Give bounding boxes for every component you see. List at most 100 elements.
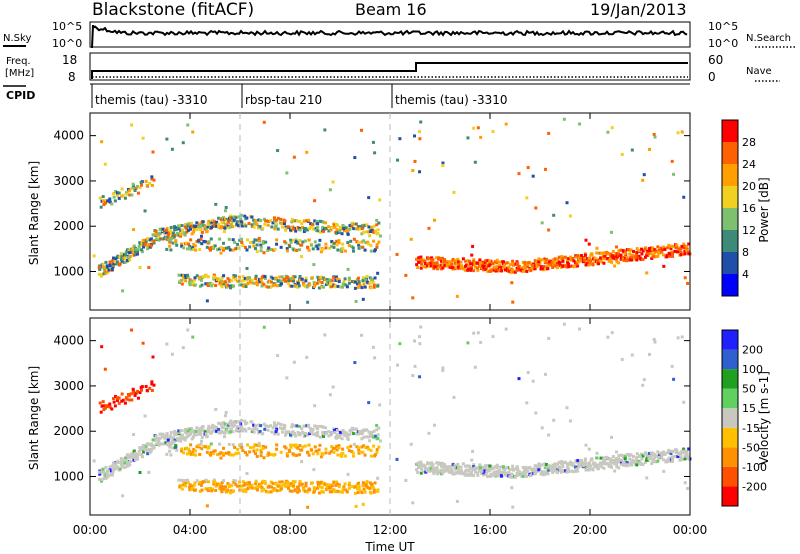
velocity-cell <box>369 491 373 495</box>
velocity-cell <box>207 445 211 449</box>
power-cell <box>234 274 238 278</box>
power-cell <box>340 285 344 289</box>
power-cell <box>291 238 295 242</box>
velocity-cell <box>346 433 350 437</box>
velocity-cell <box>107 473 111 477</box>
velocity-cell <box>101 404 105 408</box>
velocity-cell <box>295 424 299 428</box>
velocity-cell <box>615 462 619 466</box>
velocity-cell <box>175 448 179 452</box>
velocity-cell <box>365 480 369 484</box>
power-cell <box>576 264 580 268</box>
velocity-cell <box>606 335 610 339</box>
power-cell <box>247 222 251 226</box>
power-cell <box>189 221 193 225</box>
velocity-cell <box>576 469 580 473</box>
velocity-cell <box>229 427 233 431</box>
velocity-cell <box>526 371 530 375</box>
power-cell <box>329 244 333 248</box>
power-cell <box>142 245 146 249</box>
velocity-cell <box>347 449 351 453</box>
velocity-cell <box>473 468 477 472</box>
power-cell <box>237 223 241 227</box>
velocity-cell <box>204 478 208 482</box>
velocity-cell <box>112 461 116 465</box>
power-cell <box>437 265 441 269</box>
power-cell <box>191 230 195 234</box>
velocity-cell <box>553 466 557 470</box>
velocity-cell <box>453 466 457 470</box>
power-cell <box>245 216 249 220</box>
power-cell <box>482 266 486 270</box>
power-cell <box>274 283 278 287</box>
velocity-cell <box>169 431 173 435</box>
velocity-cell <box>667 448 671 452</box>
colorbar-swatch <box>722 142 738 164</box>
power-cell <box>188 280 192 284</box>
velocity-cell <box>108 402 112 406</box>
power-cell <box>652 132 656 136</box>
power-cell <box>436 267 440 271</box>
velocity-cell <box>632 454 636 458</box>
power-cell <box>204 282 208 286</box>
power-cell <box>282 277 286 281</box>
velocity-cell <box>288 449 292 453</box>
power-cell <box>219 251 223 255</box>
power-cell <box>650 256 654 260</box>
power-cell <box>97 272 101 276</box>
velocity-cell <box>335 433 339 437</box>
power-cell <box>439 267 443 271</box>
velocity-cell <box>439 472 443 476</box>
power-cell <box>503 268 507 272</box>
power-cell <box>418 170 422 174</box>
velocity-cell <box>472 465 476 469</box>
power-cell <box>404 273 408 277</box>
velocity-cell <box>647 352 651 356</box>
power-cell <box>472 126 476 130</box>
power-cell <box>358 284 362 288</box>
velocity-cell <box>447 468 451 472</box>
velocity-cell <box>332 481 336 485</box>
velocity-cell <box>126 463 130 467</box>
power-cell <box>266 249 270 253</box>
power-cell <box>217 216 221 220</box>
power-cell <box>427 226 431 230</box>
power-cell <box>561 264 565 268</box>
power-cell <box>254 274 258 278</box>
power-cell <box>105 267 109 271</box>
velocity-cell <box>467 472 471 476</box>
velocity-cell <box>575 467 579 471</box>
velocity-cell <box>611 459 615 463</box>
velocity-cell <box>361 502 365 506</box>
power-cell <box>541 267 545 271</box>
power-cell <box>449 265 453 269</box>
velocity-cell <box>545 463 549 467</box>
power-cell <box>243 276 247 280</box>
power-cell <box>493 268 497 272</box>
power-cell <box>532 262 536 266</box>
velocity-cell <box>373 481 377 485</box>
power-cell <box>433 265 437 269</box>
power-cell <box>226 224 230 228</box>
velocity-cell <box>418 375 422 379</box>
velocity-cell <box>625 463 629 467</box>
power-cell <box>360 240 364 244</box>
velocity-cell <box>509 467 513 471</box>
power-cell <box>362 230 366 234</box>
velocity-cell <box>334 483 338 487</box>
velocity-cell <box>197 445 201 449</box>
power-cell <box>117 196 121 200</box>
velocity-cell <box>151 438 155 442</box>
velocity-cell <box>472 474 476 478</box>
velocity-cell <box>472 331 476 335</box>
power-cell <box>270 225 274 229</box>
date-title: 19/Jan/2013 <box>590 0 687 19</box>
velocity-cell <box>682 400 686 404</box>
velocity-cell <box>257 441 261 445</box>
colorbar-tick-label: -200 <box>742 480 767 493</box>
velocity-cell <box>243 427 247 431</box>
power-cell <box>218 282 222 286</box>
power-cell <box>630 258 634 262</box>
power-cell <box>222 230 226 234</box>
power-cell <box>275 222 279 226</box>
